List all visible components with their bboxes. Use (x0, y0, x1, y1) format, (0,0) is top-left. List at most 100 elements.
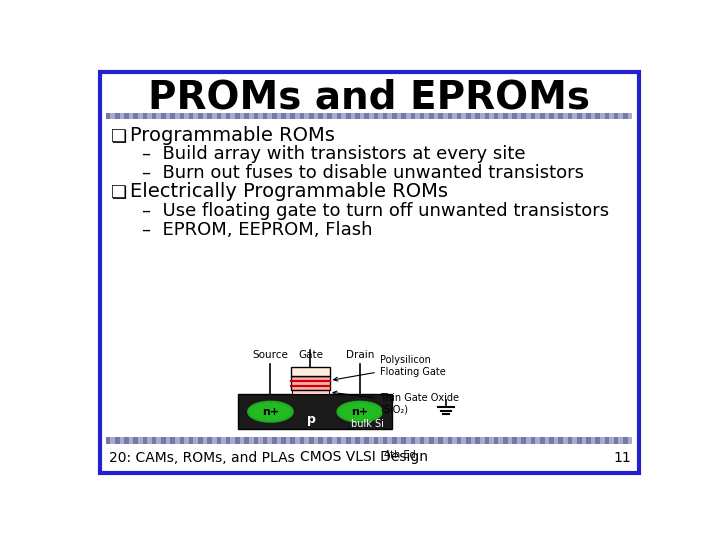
Bar (544, 437, 549, 444)
Text: Polysilicon
Floating Gate: Polysilicon Floating Gate (333, 355, 446, 381)
Bar (129, 112, 133, 119)
Bar (374, 437, 378, 444)
Bar (517, 112, 521, 119)
Bar (194, 112, 198, 119)
Bar (420, 437, 425, 444)
Text: Source: Source (253, 350, 289, 361)
Bar (425, 112, 429, 119)
Bar (420, 112, 425, 119)
Bar (148, 437, 152, 444)
Bar (628, 112, 632, 119)
Bar (253, 437, 258, 444)
Bar (508, 112, 512, 119)
Bar (401, 112, 406, 119)
Bar (235, 437, 240, 444)
Bar (628, 437, 632, 444)
Bar (567, 437, 572, 444)
Bar (292, 390, 329, 394)
Bar (401, 437, 406, 444)
Bar (618, 112, 623, 119)
Bar (318, 112, 323, 119)
Bar (184, 437, 189, 444)
Bar (341, 112, 346, 119)
Bar (110, 112, 115, 119)
Bar (364, 437, 369, 444)
Bar (171, 437, 175, 444)
Bar (318, 437, 323, 444)
Bar (586, 112, 590, 119)
Text: ❏: ❏ (111, 183, 127, 201)
Text: 11: 11 (613, 450, 631, 464)
Bar (508, 437, 512, 444)
Text: PROMs and EPROMs: PROMs and EPROMs (148, 78, 590, 116)
Bar (554, 437, 559, 444)
Bar (217, 437, 221, 444)
Bar (443, 437, 448, 444)
Text: Drain: Drain (346, 350, 374, 361)
Bar (475, 437, 480, 444)
Bar (175, 112, 179, 119)
Bar (535, 437, 540, 444)
Bar (263, 437, 267, 444)
Bar (559, 112, 563, 119)
Text: 4th Ed.: 4th Ed. (384, 450, 419, 460)
Text: ❏: ❏ (111, 127, 127, 145)
Bar (595, 437, 600, 444)
Bar (230, 437, 235, 444)
Bar (300, 112, 305, 119)
Bar (480, 437, 485, 444)
Bar (531, 112, 536, 119)
Bar (383, 112, 387, 119)
Text: –  Use floating gate to turn off unwanted transistors: – Use floating gate to turn off unwanted… (142, 202, 609, 220)
Text: –  Build array with transistors at every site: – Build array with transistors at every … (142, 145, 526, 163)
Bar (559, 437, 563, 444)
Bar (263, 112, 267, 119)
Bar (567, 112, 572, 119)
Bar (378, 112, 383, 119)
Bar (600, 112, 605, 119)
Bar (577, 112, 582, 119)
Bar (323, 437, 328, 444)
Bar (235, 112, 240, 119)
Bar (503, 437, 508, 444)
Bar (346, 437, 351, 444)
Bar (272, 437, 276, 444)
Bar (572, 437, 577, 444)
Bar (438, 112, 443, 119)
Bar (614, 112, 618, 119)
Bar (221, 437, 226, 444)
Bar (341, 437, 346, 444)
Bar (485, 112, 489, 119)
Bar (383, 437, 387, 444)
Bar (563, 112, 567, 119)
Bar (244, 437, 249, 444)
Bar (282, 437, 286, 444)
Bar (207, 112, 212, 119)
Bar (291, 367, 330, 376)
Bar (466, 437, 471, 444)
Bar (217, 112, 221, 119)
Bar (295, 112, 300, 119)
Bar (143, 112, 148, 119)
Bar (448, 112, 452, 119)
Bar (106, 437, 110, 444)
Bar (226, 437, 230, 444)
Bar (240, 112, 244, 119)
Bar (258, 437, 263, 444)
Bar (337, 437, 341, 444)
Bar (166, 112, 171, 119)
Bar (397, 112, 401, 119)
Bar (179, 112, 184, 119)
Bar (115, 112, 120, 119)
Bar (124, 437, 129, 444)
Bar (272, 112, 276, 119)
Bar (332, 437, 337, 444)
Bar (138, 112, 143, 119)
Bar (198, 112, 203, 119)
Bar (456, 437, 462, 444)
Text: bulk Si: bulk Si (351, 418, 384, 429)
Bar (387, 437, 392, 444)
Bar (410, 112, 415, 119)
Bar (240, 437, 244, 444)
Bar (489, 437, 494, 444)
